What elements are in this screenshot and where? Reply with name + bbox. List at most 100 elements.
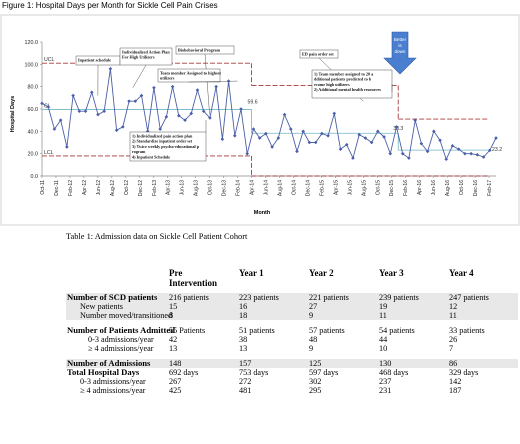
data-point	[282, 112, 287, 117]
x-tick-label: Dec-16	[473, 180, 479, 196]
data-point	[189, 111, 194, 116]
x-tick-label: Aug-15	[361, 180, 367, 196]
data-point	[183, 118, 187, 122]
data-point	[388, 151, 393, 156]
chart-frame	[0, 14, 520, 226]
table-cell: 753 days	[239, 368, 269, 377]
data-point	[89, 90, 94, 95]
x-tick-label: Dec-12	[138, 180, 144, 196]
table-cell: 57 patients	[309, 326, 345, 335]
table-row: Number moved/transitioned 8 18 9 11 11	[66, 311, 518, 320]
x-tick-label: Aug-16	[445, 180, 451, 196]
data-point	[102, 109, 106, 114]
data-point	[77, 109, 82, 114]
data-point	[400, 151, 405, 156]
table-cell: 9	[309, 344, 314, 353]
table-cell: 48	[309, 335, 318, 344]
annotation-pain-plan-text: 3) Twice weekly psycho-educational p	[132, 144, 200, 149]
x-tick-label: Apr-12	[82, 180, 88, 195]
x-tick-label: Dec-11	[54, 180, 60, 196]
table-cell: 9	[308, 311, 378, 320]
x-tick-label: Jun-12	[96, 180, 102, 196]
table-header-cell	[66, 268, 168, 293]
data-point	[369, 140, 374, 145]
annotation-high-utilizers-box	[311, 69, 393, 99]
data-point	[481, 155, 486, 159]
table-cell: 13	[239, 344, 248, 353]
table-cell: 38	[239, 335, 248, 344]
table-cell: 223 patients	[238, 293, 308, 302]
chart-axes: 0.0 20.0 40.0 60.0 80.0 100.0 120.0 Oct-11 Dec-1…	[25, 40, 496, 196]
data-point	[338, 147, 343, 151]
annotation-team-member-text: Team member Assigned to highest	[160, 71, 222, 76]
annotation-pain-plan-text: 2) Standardize inpatient order set	[132, 139, 193, 144]
table-cell: 142	[449, 377, 462, 386]
x-tick-label: Feb-16	[403, 180, 409, 196]
y-tick-label: 40.0	[28, 129, 39, 135]
table-cell: 468 days	[379, 368, 409, 377]
table-cell: 12	[448, 302, 518, 311]
table-cell: 239 patients	[378, 293, 448, 302]
data-point	[295, 149, 299, 154]
data-point	[251, 127, 256, 131]
hospital-days-chart: 0.0 20.0 40.0 60.0 80.0 100.0 120.0 Oct-11 Dec-1…	[0, 14, 520, 226]
x-tick-label: Jun-13	[180, 180, 186, 196]
table-cell: 11	[378, 311, 448, 320]
y-tick-label: 0.0	[31, 174, 39, 180]
cl-value-label: 59.6	[248, 99, 258, 105]
data-point	[456, 147, 461, 151]
table-cell: 7	[449, 344, 454, 353]
x-tick-label: Feb-15	[319, 180, 325, 196]
data-point	[469, 151, 473, 156]
x-tick-label: Oct-11	[40, 180, 46, 195]
table-cell: 597 days	[309, 368, 339, 377]
table-header-cell: Year 2	[309, 268, 334, 278]
table-cell: 295	[309, 386, 322, 395]
data-point	[407, 156, 411, 160]
table-header-cell: Pre Intervention	[169, 268, 217, 288]
table-cell: 302	[309, 377, 322, 386]
table-header-cell: Year 1	[239, 268, 264, 278]
arrow-text: down	[395, 49, 406, 54]
data-point	[307, 140, 312, 145]
table-cell: 481	[239, 386, 252, 395]
data-point	[133, 99, 138, 103]
x-tick-label: Apr-14	[250, 180, 256, 195]
lcl-label: LCL	[44, 150, 54, 156]
table-cell: 19	[378, 302, 448, 311]
table-row-label: 0-3 admissions/year	[80, 377, 146, 386]
data-point	[52, 127, 57, 131]
x-tick-label: Dec-14	[305, 180, 311, 196]
data-point	[344, 142, 349, 147]
data-point	[351, 156, 355, 160]
table-row: New patients 15 16 27 19 12	[66, 302, 518, 311]
x-tick-label: Jun-16	[431, 180, 437, 196]
x-tick-label: Feb-17	[487, 180, 493, 196]
data-point	[450, 144, 455, 148]
x-tick-label: Aug-12	[110, 180, 116, 196]
table-row: Number of Patients Admitted 55 Patients 51…	[66, 326, 518, 336]
x-tick-label: Dec-13	[222, 180, 228, 196]
table-row-label: ≥ 4 admissions/year	[80, 386, 146, 395]
data-point	[475, 152, 480, 157]
table-row-label: Total Hospital Days	[67, 367, 140, 377]
table-cell: 692 days	[169, 368, 199, 377]
annotation-team-member-text: utilizers	[160, 76, 175, 81]
chart-annotations: Inpatient schedule Individualized Action …	[75, 31, 417, 162]
data-point	[276, 136, 281, 140]
data-point	[71, 93, 75, 98]
x-tick-label: Oct-13	[208, 180, 214, 195]
data-point	[494, 136, 498, 140]
x-tick-label: Apr-15	[333, 180, 339, 195]
table-cell: 187	[449, 386, 462, 395]
x-tick-label: Jun-15	[347, 180, 353, 196]
x-tick-label: Feb-13	[152, 180, 158, 196]
table-header-cell: Year 3	[379, 268, 404, 278]
data-point	[201, 109, 206, 114]
data-point	[158, 127, 162, 131]
annotation-pain-plan-text: 4) Inpatient Schedule	[132, 154, 170, 159]
table-cell: 51 patients	[239, 326, 275, 335]
x-tick-label: Feb-12	[68, 180, 74, 196]
x-tick-label: Apr-13	[166, 180, 172, 195]
table-cell: 216 patients	[168, 293, 238, 302]
